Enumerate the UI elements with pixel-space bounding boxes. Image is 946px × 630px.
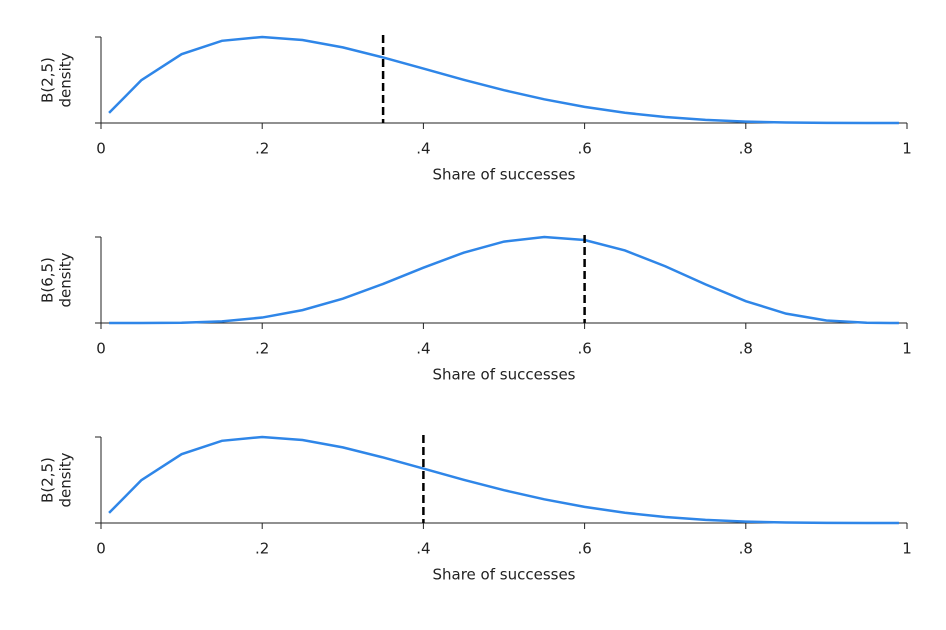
density-line [109, 235, 899, 325]
x-tick-label: .2 [255, 340, 269, 358]
x-tick-label: .4 [416, 540, 430, 558]
y-axis-label: density [57, 452, 75, 507]
density-line [108, 35, 899, 125]
x-tick-label: .8 [739, 540, 753, 558]
density-line [108, 435, 899, 525]
y-axis-label: B(2,5) [39, 57, 57, 103]
x-tick-label: 0 [96, 140, 106, 158]
x-tick-label: .8 [739, 340, 753, 358]
y-axis-label: B(6,5) [39, 257, 57, 303]
x-tick-label: .6 [577, 540, 591, 558]
x-tick-label: 1 [902, 140, 912, 158]
x-tick-label: 1 [902, 340, 912, 358]
x-tick-label: .4 [416, 340, 430, 358]
x-axis-label: Share of successes [433, 366, 576, 384]
y-axis-label: B(2,5) [39, 457, 57, 503]
x-tick-label: .2 [255, 140, 269, 158]
x-axis-label: Share of successes [433, 566, 576, 584]
y-axis-label: density [57, 252, 75, 307]
x-tick-label: .6 [577, 340, 591, 358]
x-tick-label: .2 [255, 540, 269, 558]
x-tick-label: .4 [416, 140, 430, 158]
x-tick-label: .6 [577, 140, 591, 158]
x-tick-label: 0 [96, 540, 106, 558]
y-axis-label: density [57, 52, 75, 107]
x-tick-label: .8 [739, 140, 753, 158]
x-axis-label: Share of successes [433, 166, 576, 184]
x-tick-label: 1 [902, 540, 912, 558]
x-tick-label: 0 [96, 340, 106, 358]
